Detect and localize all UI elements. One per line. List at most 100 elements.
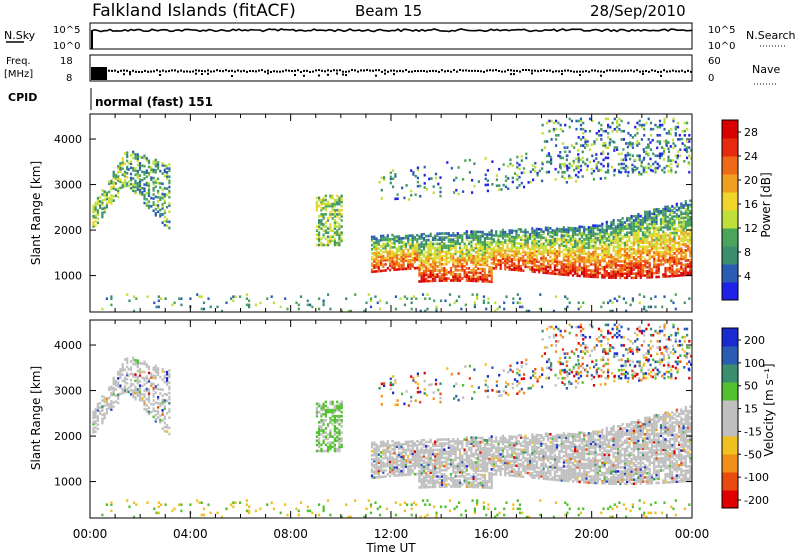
velocity-cell — [398, 455, 401, 459]
velocity-cell — [375, 449, 378, 453]
power-cell — [605, 239, 608, 242]
power-cell — [639, 245, 642, 249]
power-cell — [673, 221, 676, 224]
power-cell — [657, 267, 660, 270]
velocity-cell — [386, 464, 389, 468]
power-cell — [598, 241, 602, 244]
power-cell — [147, 188, 151, 191]
power-cell — [463, 271, 466, 274]
power-cell — [440, 263, 444, 266]
frequency-point — [165, 70, 167, 73]
power-cell — [648, 218, 651, 222]
power-cell — [477, 240, 480, 244]
power-cell — [338, 227, 341, 230]
power-cell — [411, 248, 414, 252]
power-cell — [488, 231, 491, 234]
power-cell — [535, 231, 538, 235]
power-cell — [551, 257, 554, 261]
power-cell — [338, 217, 341, 220]
velocity-cell — [101, 421, 104, 425]
power-cell — [473, 301, 476, 305]
power-cell — [108, 198, 111, 202]
power-cell — [549, 227, 552, 230]
power-cell — [431, 273, 435, 277]
power-cell — [637, 243, 640, 247]
power-cell — [516, 174, 519, 177]
power-cell — [152, 193, 155, 196]
velocity-cell — [96, 423, 99, 426]
power-cell — [454, 264, 457, 268]
velocity-cell — [384, 454, 387, 458]
power-cell — [425, 265, 428, 269]
power-cell — [638, 154, 641, 158]
freq-tick-top: 18 — [60, 56, 73, 67]
power-cell — [476, 293, 479, 296]
velocity-cell — [331, 410, 334, 414]
velocity-cell — [393, 441, 396, 445]
power-cell — [418, 263, 421, 267]
power-cell — [424, 309, 427, 313]
power-cell — [684, 216, 687, 219]
velocity-cell — [99, 410, 102, 413]
power-cell — [689, 236, 692, 239]
power-cell — [147, 184, 151, 187]
power-cell — [338, 211, 341, 214]
power-cell — [402, 263, 405, 267]
power-cell — [623, 276, 626, 280]
power-cell — [578, 264, 581, 267]
power-cell — [659, 218, 663, 221]
power-cell — [517, 262, 520, 266]
velocity-cell — [134, 363, 137, 366]
velocity-cell — [398, 453, 401, 457]
power-cell — [333, 198, 336, 202]
power-cell — [99, 204, 102, 207]
velocity-cell — [324, 412, 327, 416]
power-cell — [454, 240, 457, 243]
power-cell — [648, 235, 651, 238]
power-cell — [524, 236, 527, 240]
power-cell — [686, 156, 689, 160]
power-cell — [556, 233, 559, 237]
power-cell — [522, 238, 525, 242]
power-cell — [377, 261, 380, 265]
power-cell — [497, 248, 500, 252]
velocity-cell — [147, 400, 151, 403]
power-cell — [558, 254, 561, 257]
power-cell — [147, 192, 151, 195]
power-cell — [631, 136, 634, 139]
power-cell — [517, 256, 520, 260]
power-cell — [567, 261, 570, 264]
power-cell — [501, 247, 505, 250]
power-cell — [641, 255, 644, 259]
power-cell — [322, 299, 325, 303]
power-cell — [689, 234, 692, 237]
power-cell — [510, 254, 514, 257]
power-cell — [499, 232, 502, 236]
power-cell — [659, 238, 663, 242]
velocity-cell — [119, 392, 122, 396]
power-cell — [605, 222, 608, 226]
power-cell — [389, 177, 392, 181]
power-cell — [427, 279, 430, 283]
power-cell — [542, 257, 545, 260]
power-cell — [443, 267, 446, 270]
velocity-cell — [373, 457, 376, 461]
power-cell — [604, 144, 607, 147]
velocity-cell — [324, 431, 327, 434]
power-cell — [492, 246, 495, 250]
power-cell — [369, 299, 373, 303]
power-cell — [380, 234, 383, 238]
power-cell — [680, 233, 683, 236]
power-cell — [403, 196, 406, 200]
power-cell — [518, 301, 522, 305]
power-cell — [639, 249, 642, 253]
power-cell — [481, 232, 484, 236]
beam-title: Beam 15 — [355, 2, 422, 20]
power-cell — [664, 252, 667, 256]
velocity-cell — [322, 421, 325, 424]
power-cell — [425, 273, 428, 277]
power-cell — [608, 247, 611, 251]
power-cell — [114, 194, 117, 197]
power-cell — [320, 223, 323, 226]
power-cell — [572, 159, 575, 163]
